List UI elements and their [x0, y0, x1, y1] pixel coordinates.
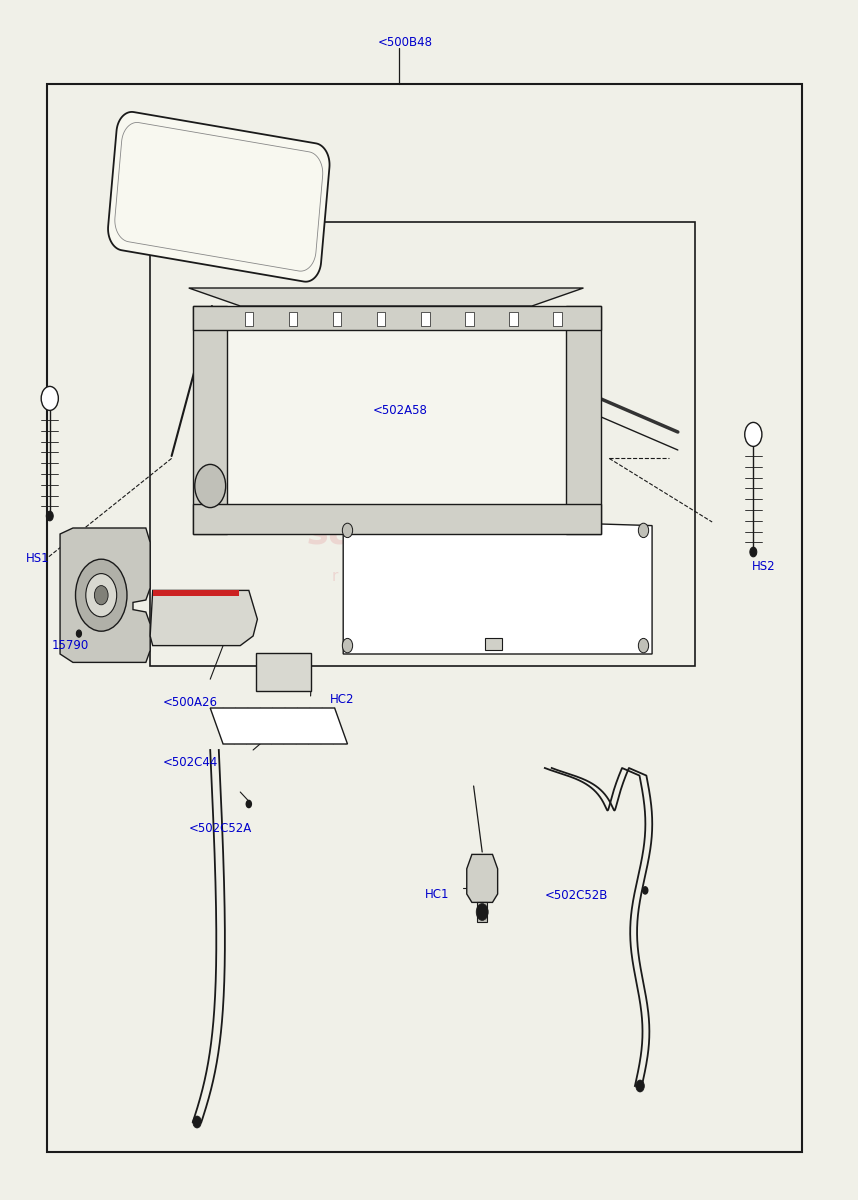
- Circle shape: [342, 638, 353, 653]
- Text: HC2: HC2: [330, 694, 355, 706]
- Bar: [227, 330, 566, 504]
- Text: <500B48: <500B48: [378, 36, 432, 48]
- Polygon shape: [193, 306, 227, 534]
- Circle shape: [638, 523, 649, 538]
- Polygon shape: [189, 288, 583, 306]
- Bar: [510, 312, 518, 326]
- Bar: [566, 523, 599, 552]
- Circle shape: [46, 511, 53, 521]
- Circle shape: [76, 630, 82, 637]
- Bar: [498, 523, 530, 552]
- Bar: [601, 554, 633, 583]
- Polygon shape: [343, 516, 652, 654]
- Bar: [465, 312, 474, 326]
- Polygon shape: [193, 504, 601, 534]
- Polygon shape: [60, 528, 150, 662]
- Text: <502C44: <502C44: [163, 756, 219, 768]
- Text: r  a  r  e    p  a  r  t  s: r a r e p a r t s: [332, 569, 492, 583]
- Bar: [498, 586, 530, 614]
- Bar: [532, 554, 565, 583]
- Circle shape: [643, 887, 648, 894]
- Bar: [245, 312, 253, 326]
- Text: scuderia: scuderia: [308, 517, 481, 551]
- Circle shape: [86, 574, 117, 617]
- Bar: [463, 554, 496, 583]
- Bar: [377, 312, 385, 326]
- Circle shape: [638, 638, 649, 653]
- Bar: [256, 653, 311, 691]
- Bar: [566, 586, 599, 614]
- Bar: [532, 617, 565, 646]
- Text: HS1: HS1: [26, 552, 50, 564]
- Polygon shape: [467, 854, 498, 902]
- Polygon shape: [210, 708, 347, 744]
- Bar: [421, 312, 430, 326]
- Circle shape: [750, 547, 757, 557]
- Text: <502C52A: <502C52A: [189, 822, 252, 834]
- Bar: [150, 222, 695, 666]
- Text: 15790: 15790: [51, 640, 88, 652]
- Bar: [333, 312, 341, 326]
- Bar: [463, 617, 496, 646]
- Bar: [153, 590, 239, 596]
- Circle shape: [41, 386, 58, 410]
- Circle shape: [342, 523, 353, 538]
- Text: HC1: HC1: [425, 888, 450, 900]
- Bar: [47, 84, 802, 1152]
- Circle shape: [193, 1116, 202, 1128]
- Bar: [288, 312, 297, 326]
- Polygon shape: [108, 112, 329, 282]
- Bar: [601, 617, 633, 646]
- Text: <502A58: <502A58: [373, 404, 428, 416]
- Text: <500A26: <500A26: [163, 696, 218, 708]
- Polygon shape: [566, 306, 601, 534]
- Text: <502C52B: <502C52B: [545, 889, 608, 901]
- Polygon shape: [193, 306, 601, 330]
- Bar: [553, 312, 562, 326]
- Circle shape: [636, 1080, 644, 1092]
- Polygon shape: [150, 590, 257, 646]
- Circle shape: [246, 800, 251, 808]
- Circle shape: [745, 422, 762, 446]
- Bar: [477, 902, 487, 922]
- Bar: [485, 638, 502, 650]
- Circle shape: [476, 904, 488, 920]
- Circle shape: [195, 464, 226, 508]
- Text: HS2: HS2: [752, 560, 776, 572]
- Circle shape: [76, 559, 127, 631]
- Circle shape: [94, 586, 108, 605]
